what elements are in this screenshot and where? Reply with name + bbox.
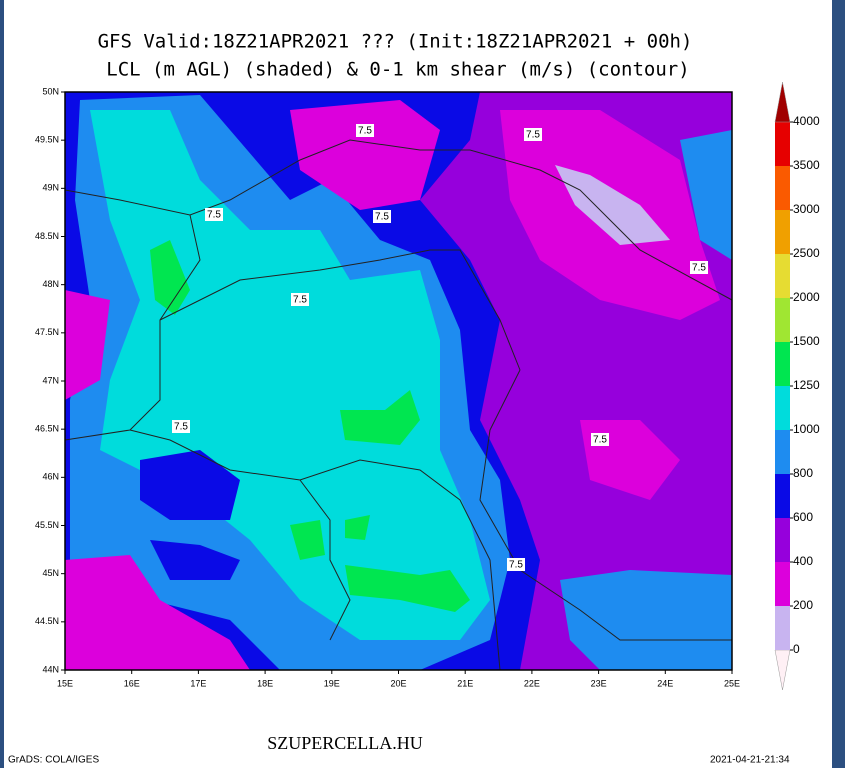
lon-label: 15E (57, 678, 73, 688)
colorbar-segment (775, 474, 790, 518)
lon-label: 18E (257, 678, 273, 688)
contour-label-box (690, 261, 708, 274)
lon-label: 19E (324, 678, 340, 688)
contour-label: 7.5 (509, 560, 523, 571)
colorbar-label: 1250 (793, 378, 820, 392)
contour-label-box (373, 210, 391, 223)
colorbar-label: 800 (793, 466, 813, 480)
colorbar-segment (775, 342, 790, 386)
colorbar-segment (775, 210, 790, 254)
colorbar-segment (775, 254, 790, 298)
colorbar-segment (775, 166, 790, 210)
contour-label-box (524, 128, 542, 141)
colorbar-label: 4000 (793, 114, 820, 128)
contour-label: 7.5 (593, 435, 607, 446)
lon-label: 21E (457, 678, 473, 688)
lat-label: 48.5N (35, 231, 59, 241)
lon-label: 16E (124, 678, 140, 688)
contour-label-box (507, 558, 525, 571)
lat-label: 50N (42, 86, 59, 96)
contour-label: 7.5 (358, 126, 372, 137)
lat-label: 47.5N (35, 327, 59, 337)
colorbar-segment (775, 298, 790, 342)
colorbar-label: 1000 (793, 422, 820, 436)
lon-label: 17E (190, 678, 206, 688)
colorbar-segment (775, 562, 790, 606)
contour-label: 7.5 (207, 210, 221, 221)
colorbar-end (774, 649, 791, 691)
colorbar-label: 0 (793, 642, 800, 656)
colorbar-segment (775, 122, 790, 166)
lat-label: 47N (42, 375, 59, 385)
lon-label: 22E (524, 678, 540, 688)
colorbar-label: 1500 (793, 334, 820, 348)
timestamp: 2021-04-21-21:34 (710, 755, 790, 766)
lat-label: 46N (42, 472, 59, 482)
lon-label: 24E (657, 678, 673, 688)
contour-label-box (291, 293, 309, 306)
contour-label: 7.5 (293, 295, 307, 306)
lat-label: 46.5N (35, 424, 59, 434)
lon-label: 23E (591, 678, 607, 688)
credit: GrADS: COLA/IGES (8, 755, 99, 766)
colorbar-segment (775, 518, 790, 562)
lat-label: 44N (42, 664, 59, 674)
lon-label: 25E (724, 678, 740, 688)
title: GFS Valid:18Z21APR2021 ??? (Init:18Z21AP… (98, 31, 693, 53)
map-shading (65, 92, 732, 670)
colorbar-label: 2500 (793, 246, 820, 260)
contour-label: 7.5 (174, 422, 188, 433)
colorbar-label: 3500 (793, 158, 820, 172)
frame-edge (0, 0, 4, 768)
borders (65, 139, 732, 670)
colorbar-label: 600 (793, 510, 813, 524)
colorbar-segment (775, 430, 790, 474)
lat-label: 49.5N (35, 135, 59, 145)
contour-label: 7.5 (375, 212, 389, 223)
lat-label: 45N (42, 568, 59, 578)
contour-label-box (356, 124, 374, 137)
contour-label: 7.5 (526, 130, 540, 141)
lat-label: 44.5N (35, 616, 59, 626)
contour-label-box (172, 420, 190, 433)
colorbar-label: 200 (793, 598, 813, 612)
contour-label-box (205, 208, 223, 221)
colorbar-label: 400 (793, 554, 813, 568)
site: SZUPERCELLA.HU (267, 733, 423, 753)
subtitle: LCL (m AGL) (shaded) & 0-1 km shear (m/s… (106, 59, 689, 81)
lon-label: 20E (390, 678, 406, 688)
colorbar-segment (775, 386, 790, 430)
colorbar-segment (775, 606, 790, 650)
contour-label-box (591, 433, 609, 446)
lat-label: 45.5N (35, 520, 59, 530)
lat-label: 49N (42, 183, 59, 193)
colorbar-label: 2000 (793, 290, 820, 304)
frame-edge (832, 0, 845, 768)
colorbar-label: 3000 (793, 202, 820, 216)
lat-label: 48N (42, 279, 59, 289)
colorbar-end (774, 81, 791, 123)
contour-label: 7.5 (692, 263, 706, 274)
